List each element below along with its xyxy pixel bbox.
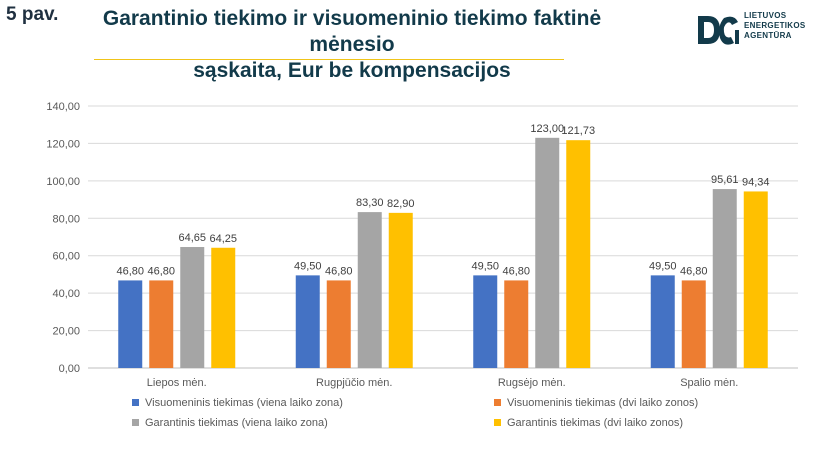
bar (681, 280, 706, 368)
legend-label: Garantinis tiekimas (dvi laiko zonos) (507, 417, 684, 429)
data-label: 64,65 (178, 232, 206, 244)
data-label: 46,80 (147, 265, 175, 277)
data-label: 46,80 (116, 265, 144, 277)
y-tick-label: 0,00 (59, 363, 80, 375)
legend-swatch (132, 398, 139, 406)
logo-text-line-1: LIETUVOS (744, 11, 787, 20)
legend-item: Garantinis tiekimas (viena laiko zona) (132, 416, 328, 430)
y-tick-label: 140,00 (46, 101, 80, 113)
y-tick-label: 80,00 (52, 213, 80, 225)
title-line-1: Garantinio tiekimo ir visuomeninio tieki… (102, 7, 602, 56)
title-underline (94, 59, 564, 60)
data-label: 49,50 (471, 260, 499, 272)
legend-swatch (494, 398, 501, 406)
data-label: 46,80 (680, 265, 708, 277)
legend-item: Visuomeninis tiekimas (viena laiko zona) (132, 396, 343, 410)
legend-item: Visuomeninis tiekimas (dvi laiko zonos) (494, 396, 698, 410)
bar (743, 191, 768, 368)
legend-label: Visuomeninis tiekimas (viena laiko zona) (145, 397, 343, 409)
bar (295, 275, 320, 368)
bar (566, 140, 591, 368)
data-label: 94,34 (742, 176, 770, 188)
data-label: 49,50 (649, 260, 677, 272)
legend-swatch (494, 418, 501, 426)
title-line-2: sąskaita, Eur be kompensacijos (193, 59, 511, 82)
bar (473, 275, 498, 368)
bar (650, 275, 675, 368)
lea-logo-icon (698, 16, 739, 45)
bar (388, 212, 413, 368)
y-tick-label: 60,00 (52, 251, 80, 263)
y-tick-label: 40,00 (52, 288, 80, 300)
y-tick-label: 20,00 (52, 326, 80, 338)
bar (535, 137, 560, 368)
bar (504, 280, 529, 368)
legend-swatch (132, 418, 139, 426)
bar (149, 280, 174, 368)
logo-text-line-2: ENERGETIKOS (744, 21, 806, 30)
x-tick-label: Liepos mėn. (147, 377, 207, 389)
data-label: 49,50 (294, 260, 322, 272)
agency-logo: LIETUVOS ENERGETIKOS AGENTŪRA (694, 10, 818, 50)
data-label: 46,80 (502, 265, 530, 277)
x-tick-label: Rugpjūčio mėn. (316, 377, 392, 389)
bar (326, 280, 351, 368)
x-tick-label: Spalio mėn. (680, 377, 738, 389)
bar (211, 247, 236, 368)
bar (357, 212, 382, 368)
bar (712, 189, 737, 368)
x-tick-label: Rugsėjo mėn. (498, 377, 566, 389)
data-label: 121,73 (561, 125, 595, 137)
logo-text-line-3: AGENTŪRA (744, 31, 792, 40)
bar-chart: 0,00 20,00 40,00 60,00 80,00 100,00 120,00 140,… (46, 101, 798, 389)
slide-number: 5 pav. (6, 4, 59, 25)
bar (118, 280, 143, 368)
y-tick-label: 100,00 (46, 176, 80, 188)
data-label: 83,30 (356, 197, 384, 209)
bar (180, 247, 205, 368)
data-label: 64,25 (209, 233, 237, 245)
legend-label: Garantinis tiekimas (viena laiko zona) (145, 417, 328, 429)
legend-label: Visuomeninis tiekimas (dvi laiko zonos) (507, 397, 699, 409)
chart-legend: Visuomeninis tiekimas (viena laiko zona)… (132, 396, 732, 436)
logo-text: LIETUVOS ENERGETIKOS AGENTŪRA (744, 11, 806, 41)
data-label: 123,00 (530, 123, 564, 135)
page-title: Garantinio tiekimo ir visuomeninio tieki… (62, 6, 642, 84)
data-label: 82,90 (387, 198, 415, 210)
data-label: 95,61 (711, 174, 739, 186)
legend-item: Garantinis tiekimas (dvi laiko zonos) (494, 416, 683, 430)
y-tick-label: 120,00 (46, 138, 80, 150)
data-label: 46,80 (325, 265, 353, 277)
